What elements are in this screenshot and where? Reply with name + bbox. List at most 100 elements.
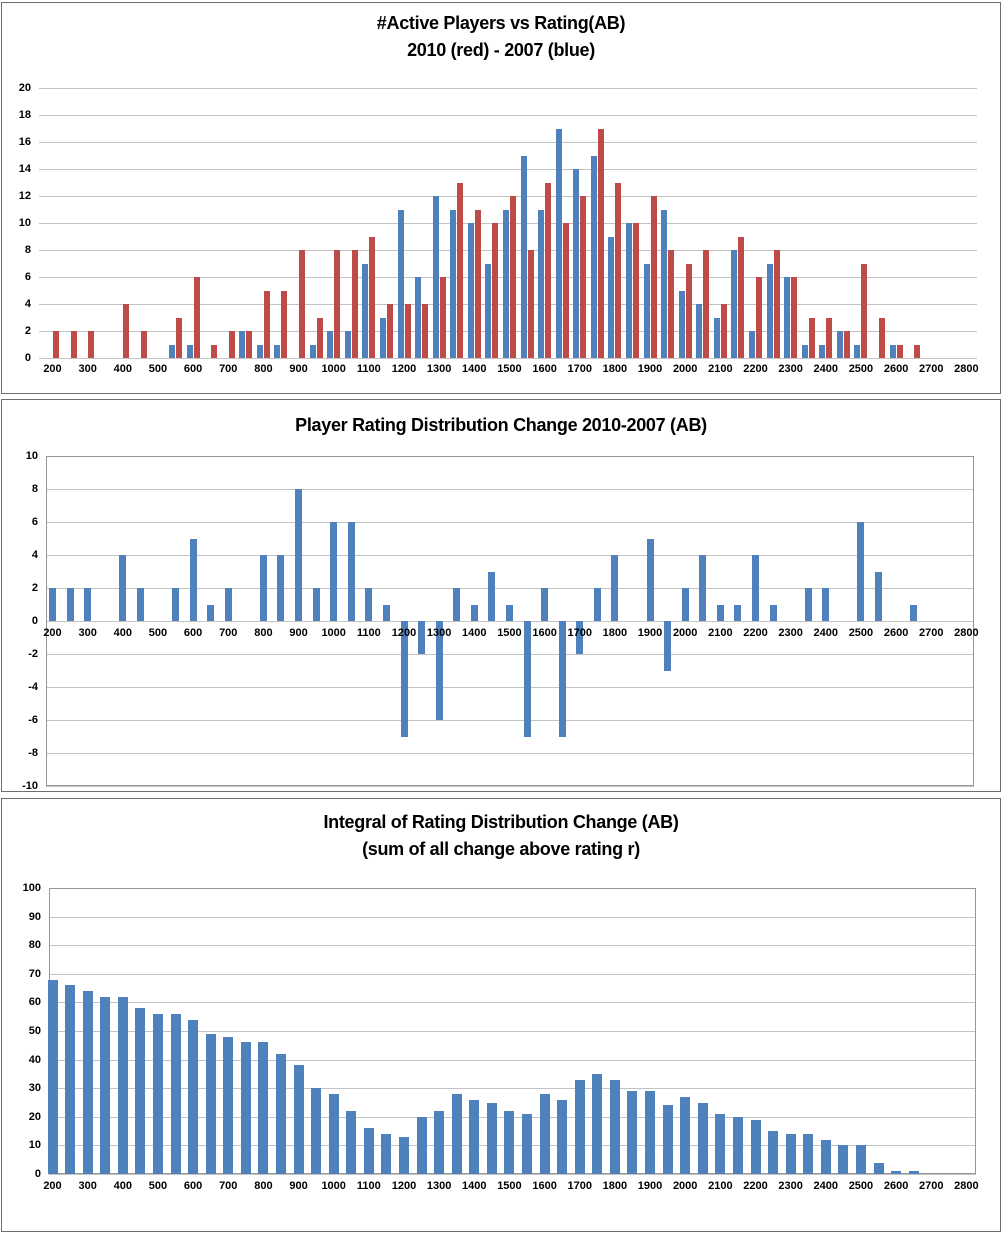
- x-tick-label: 1100: [356, 363, 381, 375]
- bar-change-2010-2007: [347, 522, 355, 621]
- bar-2007: [836, 331, 843, 358]
- x-tick-label: 1000: [321, 363, 346, 375]
- x-tick-label: 400: [113, 363, 132, 375]
- bar-integral: [662, 1105, 673, 1174]
- bar-integral: [732, 1116, 743, 1174]
- gridline: [46, 687, 974, 688]
- bar-integral: [328, 1093, 339, 1174]
- chart-panel-active-players: #Active Players vs Rating(AB) 2010 (red)…: [1, 2, 1001, 394]
- x-tick-label: 2700: [919, 627, 944, 639]
- bar-2007: [186, 344, 193, 358]
- bar-2010: [246, 331, 253, 358]
- bar-2010: [650, 196, 657, 358]
- bar-2010: [632, 223, 639, 358]
- bar-change-2010-2007: [136, 588, 144, 621]
- bar-change-2010-2007: [558, 621, 566, 737]
- bar-integral: [715, 1113, 726, 1174]
- bar-integral: [170, 1013, 181, 1174]
- bar-2010: [457, 182, 464, 358]
- y-tick-label: 70: [28, 968, 41, 980]
- bar-2010: [509, 196, 516, 358]
- bar-integral: [504, 1111, 515, 1174]
- bar-integral: [434, 1111, 445, 1174]
- x-tick-label: 2300: [778, 627, 803, 639]
- gridline: [39, 115, 977, 116]
- x-tick-label: 200: [43, 627, 62, 639]
- x-tick-label: 2500: [848, 363, 874, 375]
- bar-change-2010-2007: [277, 555, 285, 621]
- bar-2010: [281, 290, 288, 358]
- bar-2010: [545, 182, 552, 358]
- bar-2010: [351, 250, 358, 358]
- bar-change-2010-2007: [752, 555, 759, 621]
- chart-panel-integral: Integral of Rating Distribution Change (…: [1, 798, 1001, 1232]
- x-tick-label: 1100: [356, 627, 381, 639]
- y-tick-label: -8: [28, 747, 38, 759]
- x-tick-label: 2100: [708, 363, 733, 375]
- bar-2010: [843, 331, 850, 358]
- bar-2007: [889, 344, 896, 358]
- bar-2007: [520, 155, 527, 358]
- gridline: [46, 555, 974, 556]
- bar-2007: [749, 331, 755, 358]
- x-tick-label: 2300: [778, 363, 803, 375]
- x-tick-label: 300: [78, 627, 97, 639]
- bar-2010: [70, 331, 77, 358]
- bar-change-2010-2007: [910, 604, 918, 621]
- x-tick-label: 1800: [602, 1180, 628, 1192]
- chart-title-active-players: #Active Players vs Rating(AB) 2010 (red)…: [2, 10, 1000, 64]
- x-tick-label: 2200: [743, 1180, 768, 1192]
- bar-2010: [527, 250, 534, 358]
- bar-integral: [188, 1019, 199, 1174]
- chart-title-line-1: Player Rating Distribution Change 2010-2…: [295, 415, 707, 435]
- bar-change-2010-2007: [664, 621, 672, 671]
- chart-title-line-2: (sum of all change above rating r): [362, 839, 640, 859]
- x-tick-label: 700: [219, 363, 238, 375]
- bar-change-2010-2007: [418, 621, 426, 654]
- bar-2010: [474, 209, 481, 358]
- bar-2007: [344, 331, 351, 358]
- bar-2010: [914, 344, 921, 358]
- bar-change-2010-2007: [400, 621, 408, 737]
- x-tick-label: 500: [148, 1180, 168, 1192]
- bar-2010: [228, 331, 235, 358]
- bar-integral: [469, 1099, 480, 1174]
- bar-2007: [713, 317, 720, 358]
- bar-2010: [791, 277, 798, 358]
- bar-integral: [223, 1036, 234, 1174]
- bar-change-2010-2007: [523, 621, 531, 737]
- bar-integral: [873, 1162, 884, 1174]
- bar-change-2010-2007: [470, 604, 478, 621]
- bar-integral: [838, 1145, 849, 1174]
- x-tick-label: 1400: [462, 627, 487, 639]
- bar-2010: [176, 317, 183, 358]
- bar-2007: [555, 128, 562, 358]
- bar-change-2010-2007: [734, 604, 742, 621]
- x-tick-label: 2000: [672, 627, 698, 639]
- bar-integral: [592, 1073, 603, 1174]
- bar-change-2010-2007: [769, 604, 777, 621]
- bar-change-2010-2007: [505, 604, 513, 621]
- bar-2010: [720, 304, 727, 358]
- bar-2007: [590, 155, 597, 358]
- bar-2010: [193, 277, 200, 358]
- x-tick-label: 800: [254, 1180, 273, 1192]
- bar-change-2010-2007: [435, 621, 443, 720]
- bar-2010: [492, 223, 499, 358]
- x-tick-label: 200: [43, 1180, 62, 1192]
- bar-2010: [580, 196, 587, 358]
- bar-integral: [645, 1091, 656, 1174]
- y-tick-label: 50: [28, 1025, 41, 1037]
- bar-2010: [369, 236, 376, 358]
- bar-2007: [784, 277, 791, 358]
- y-tick-label: 40: [28, 1054, 41, 1066]
- bar-2007: [608, 236, 615, 358]
- x-tick-label: 600: [183, 1180, 203, 1192]
- gridline: [39, 169, 977, 170]
- bar-2007: [538, 209, 545, 358]
- gridline: [49, 945, 976, 946]
- y-tick-label: -4: [28, 681, 38, 693]
- bar-integral: [785, 1133, 796, 1174]
- gridline: [49, 1031, 976, 1032]
